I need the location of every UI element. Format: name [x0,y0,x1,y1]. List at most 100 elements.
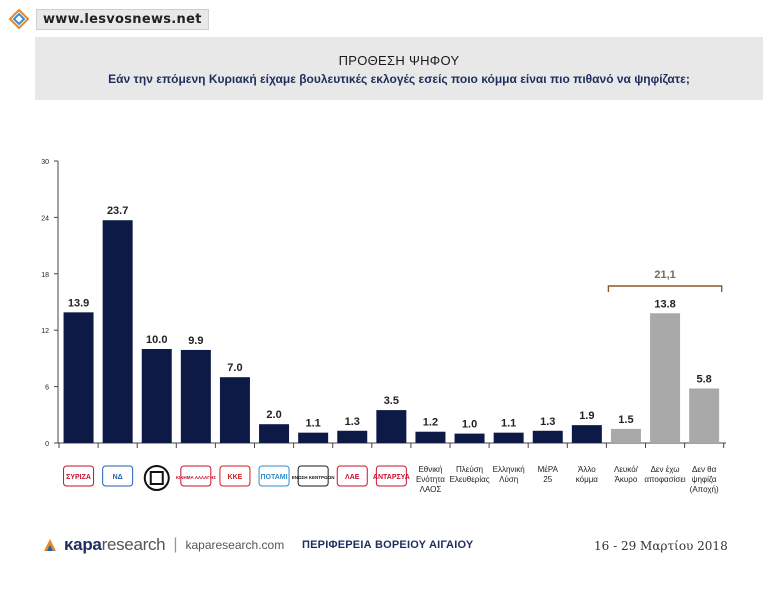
region-label: ΠΕΡΙΦΕΡΕΙΑ ΒΟΡΕΙΟΥ ΑΙΓΑΙΟΥ [302,539,474,551]
kinal-logo-text: ΚΙΝΗΜΑ ΑΛΛΑΓΗΣ [176,475,217,480]
data-label: 2.0 [266,409,281,421]
data-label: 1.2 [423,417,438,429]
bar [141,349,172,443]
x-tick-label: 25 [543,475,552,484]
data-label: 5.8 [697,373,712,385]
bar [689,388,720,443]
data-label: 23.7 [107,205,128,217]
data-label: 13.8 [654,298,675,310]
x-tick-label: ΛΑΟΣ [420,485,442,494]
chart-header: ΠΡΟΘΕΣΗ ΨΗΦΟΥ Εάν την επόμενη Κυριακή εί… [35,37,763,100]
x-tick-label: Δεν έχω [651,465,680,474]
y-tick-label: 0 [45,441,49,448]
syriza-logo-text: ΣΥΡΙΖΑ [66,474,91,481]
antarsya-logo-text: ΑΝΤΑΡΣΥΑ [373,474,410,481]
bar [63,312,94,443]
bar [102,220,133,443]
data-label: 1.1 [501,418,516,430]
bar [180,349,211,443]
kapa-mark-icon [44,539,56,551]
x-tick-label: Δεν θα [692,465,717,474]
site-url[interactable]: www.lesvosnews.net [36,8,209,30]
y-tick-label: 24 [41,215,49,222]
bar [650,313,681,443]
kke-logo-frame [219,465,251,487]
bar [259,424,290,443]
x-tick-label: κόμμα [576,475,599,484]
x-tick-label: Άκυρο [615,475,638,484]
golden-dawn-logo [143,465,170,491]
data-label: 1.0 [462,419,477,431]
annotation-bracket [607,285,723,292]
chart-title: ΠΡΟΘΕΣΗ ΨΗΦΟΥ [338,53,460,68]
syriza-logo: ΣΥΡΙΖΑ [63,465,95,487]
survey-dates: 16 - 29 Μαρτίου 2018 [594,539,728,553]
bar [376,410,407,443]
data-label: 7.0 [227,362,242,374]
kinal-logo: ΚΙΝΗΜΑ ΑΛΛΑΓΗΣ [176,465,217,487]
antarsya-logo-frame [375,465,407,487]
golden-dawn-icon [143,465,170,491]
bar [610,428,641,443]
kinal-logo-frame [180,465,212,487]
bar [415,431,446,443]
bar [571,425,602,443]
x-tick-label: Εθνική [418,465,442,474]
y-tick-label: 12 [41,328,49,335]
bar [493,432,524,443]
x-tick-label: Άλλο [578,465,596,474]
lae-logo-text: ΛΑΕ [345,474,360,481]
y-tick-label: 30 [41,159,49,166]
bar [454,433,485,443]
data-label: 10.0 [146,334,167,346]
nd-logo-frame [102,465,134,487]
data-label: 1.1 [306,418,321,430]
x-tick-label: Λύση [499,475,518,484]
brand-url: kaparesearch.com [185,538,285,552]
data-label: 3.5 [384,395,399,407]
data-label: 13.9 [68,297,89,309]
syriza-logo-frame [63,465,95,487]
chart-subtitle: Εάν την επόμενη Κυριακή είχαμε βουλευτικ… [108,72,690,86]
x-tick-label: αποφασίσει [644,475,686,484]
kke-logo-text: ΚΚΕ [228,474,243,481]
y-tick-label: 18 [41,272,49,279]
potami-logo-text: ΠΟΤΑΜΙ [261,474,288,481]
annotation-label: 21,1 [654,269,675,281]
data-label: 1.9 [579,410,594,422]
data-label: 1.3 [345,416,360,428]
x-tick-label: Ελευθερίας [449,475,489,484]
kke-logo: ΚΚΕ [219,465,251,487]
kapa-research-brand: κaparesearch | kaparesearch.com [42,535,284,555]
data-label: 1.5 [618,414,633,426]
data-label: 9.9 [188,335,203,347]
potami-logo: ΠΟΤΑΜΙ [258,465,290,487]
x-tick-label: Λευκό/ [614,465,639,474]
enosi-kentroon-logo-text: ΕΝΩΣΗ ΚΕΝΤΡΩΩΝ [292,475,335,480]
bar [298,432,329,443]
brand-separator: | [173,536,178,553]
antarsya-logo: ΑΝΤΑΡΣΥΑ [373,465,410,487]
y-tick-label: 6 [45,385,49,392]
x-tick-label: Ενότητα [416,475,445,484]
lesvosnews-logo-icon [8,8,30,30]
x-tick-label: (Αποχή) [690,485,719,494]
x-tick-label: ΜέΡΑ [538,465,559,474]
lae-logo-frame [336,465,368,487]
nd-logo: ΝΔ [102,465,134,487]
bar [337,430,368,443]
bar [532,430,563,443]
nd-logo-text: ΝΔ [113,474,123,481]
x-tick-label: ψηφίζα [692,475,717,484]
potami-logo-frame [258,465,290,487]
x-tick-label: Πλεύση [456,465,483,474]
enosi-kentroon-logo-frame [297,465,329,487]
brand-name-light: research [101,535,166,554]
data-label: 1.3 [540,416,555,428]
site-badge[interactable]: www.lesvosnews.net [8,8,209,30]
meander-icon [149,471,164,485]
bar [219,377,250,443]
lae-logo: ΛΑΕ [336,465,368,487]
enosi-kentroon-logo: ΕΝΩΣΗ ΚΕΝΤΡΩΩΝ [292,465,335,487]
